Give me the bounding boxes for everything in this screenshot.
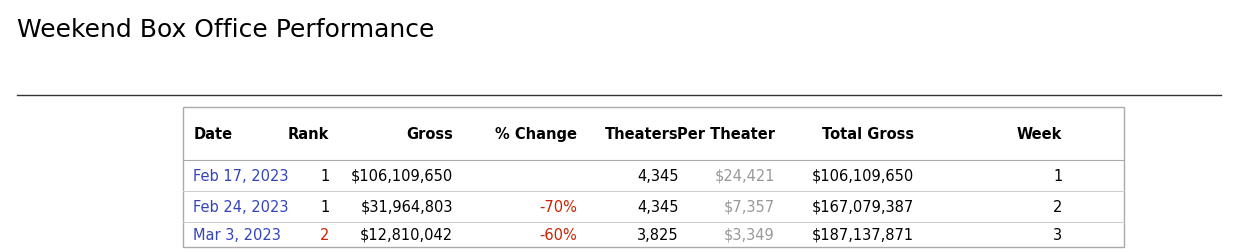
Text: Feb 17, 2023: Feb 17, 2023 — [193, 168, 288, 183]
Text: 2: 2 — [319, 227, 329, 242]
Text: 1: 1 — [321, 199, 329, 214]
Text: $12,810,042: $12,810,042 — [360, 227, 453, 242]
Text: % Change: % Change — [495, 126, 577, 141]
Text: 3,825: 3,825 — [636, 227, 678, 242]
Text: 4,345: 4,345 — [636, 168, 678, 183]
Text: $167,079,387: $167,079,387 — [811, 199, 914, 214]
Text: $31,964,803: $31,964,803 — [360, 199, 453, 214]
Text: 1: 1 — [1054, 168, 1062, 183]
Text: Mar 3, 2023: Mar 3, 2023 — [193, 227, 281, 242]
Text: Date: Date — [193, 126, 233, 141]
Text: $106,109,650: $106,109,650 — [811, 168, 914, 183]
Text: Feb 24, 2023: Feb 24, 2023 — [193, 199, 288, 214]
Text: -70%: -70% — [539, 199, 577, 214]
Text: 3: 3 — [1054, 227, 1062, 242]
Text: 1: 1 — [321, 168, 329, 183]
Text: Theaters: Theaters — [605, 126, 678, 141]
Text: 2: 2 — [1052, 199, 1062, 214]
Text: $7,357: $7,357 — [724, 199, 775, 214]
Text: $187,137,871: $187,137,871 — [812, 227, 914, 242]
Text: Rank: Rank — [288, 126, 329, 141]
Text: $3,349: $3,349 — [724, 227, 775, 242]
Text: -60%: -60% — [540, 227, 577, 242]
Text: $106,109,650: $106,109,650 — [350, 168, 453, 183]
Text: Per Theater: Per Theater — [677, 126, 775, 141]
Text: $24,421: $24,421 — [714, 168, 775, 183]
Text: Weekend Box Office Performance: Weekend Box Office Performance — [17, 18, 435, 42]
Text: Gross: Gross — [406, 126, 453, 141]
Text: Week: Week — [1016, 126, 1062, 141]
Text: 4,345: 4,345 — [636, 199, 678, 214]
Text: Total Gross: Total Gross — [822, 126, 914, 141]
Bar — [183, 107, 1124, 247]
